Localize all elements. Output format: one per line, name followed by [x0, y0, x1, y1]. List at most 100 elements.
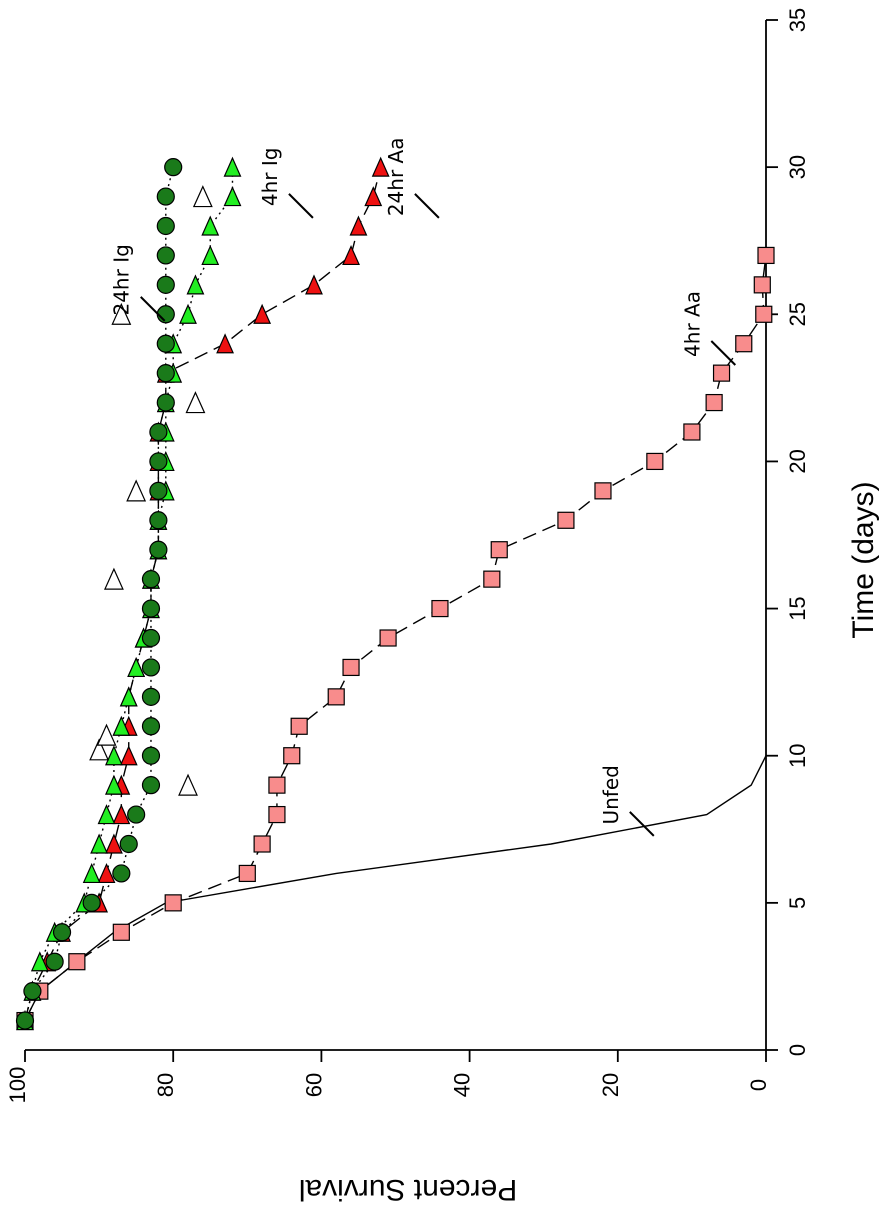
series-markers — [15, 156, 775, 1031]
y-tick-label: 80 — [153, 1073, 178, 1097]
point-4hr-ig — [201, 215, 220, 236]
point-24hr-aa — [119, 745, 138, 766]
point-4hr-ig — [104, 774, 123, 795]
y-tick-label: 0 — [746, 1079, 771, 1091]
point-open-triangles — [192, 185, 213, 208]
point-4hr-ig — [97, 804, 116, 825]
annotation-unfed: Unfed — [599, 765, 623, 824]
annotation-leader-24hr-ig — [140, 296, 166, 322]
point-24hr-ig — [149, 511, 168, 530]
point-4hr-ig — [179, 303, 197, 324]
x-tick-label: 15 — [785, 596, 810, 620]
point-4hr-aa — [164, 894, 182, 912]
point-24hr-ig — [141, 746, 161, 765]
point-4hr-ig — [82, 862, 101, 884]
point-24hr-ig — [45, 952, 64, 971]
x-tick-label: 10 — [785, 743, 810, 767]
point-24hr-ig — [149, 481, 168, 500]
x-tick-label: 35 — [785, 8, 810, 32]
point-4hr-ig — [201, 244, 220, 266]
point-24hr-ig — [156, 364, 175, 383]
point-4hr-aa — [490, 541, 508, 559]
point-24hr-aa — [342, 244, 360, 266]
annotation-leader-4hr-ig — [288, 193, 314, 219]
annotation-leader-4hr-aa — [710, 340, 737, 366]
point-4hr-aa — [683, 423, 701, 441]
series-lines — [24, 166, 767, 1021]
point-open-triangles — [96, 723, 117, 746]
point-24hr-ig — [156, 334, 175, 353]
point-24hr-ig — [141, 658, 161, 677]
point-4hr-aa — [705, 393, 723, 412]
point-4hr-aa — [342, 658, 360, 677]
point-24hr-ig — [156, 305, 175, 324]
point-4hr-aa — [483, 570, 501, 588]
point-4hr-aa — [283, 747, 301, 765]
point-4hr-aa — [290, 717, 308, 735]
point-4hr-aa — [594, 482, 612, 500]
point-24hr-ig — [141, 599, 161, 618]
series-line-24hr-aa — [24, 166, 382, 1021]
y-tick-label: 40 — [450, 1073, 475, 1097]
point-4hr-aa — [755, 305, 773, 323]
point-4hr-ig — [30, 951, 49, 972]
point-24hr-aa — [253, 303, 272, 324]
point-24hr-ig — [15, 1011, 35, 1030]
point-open-triangles — [178, 773, 198, 796]
point-24hr-ig — [156, 216, 175, 236]
point-open-triangles — [111, 302, 132, 325]
point-24hr-ig — [156, 187, 175, 206]
series-line-unfed — [24, 755, 767, 1021]
point-24hr-aa — [97, 862, 116, 884]
point-4hr-aa — [68, 953, 86, 971]
point-4hr-aa — [753, 276, 771, 294]
point-open-triangles — [103, 567, 124, 590]
point-4hr-ig — [119, 686, 138, 707]
point-4hr-aa — [712, 364, 731, 382]
x-tick-label: 5 — [785, 897, 810, 909]
point-24hr-ig — [119, 834, 138, 854]
point-24hr-aa — [305, 274, 323, 295]
point-open-triangles — [185, 391, 206, 414]
point-4hr-aa — [253, 835, 271, 853]
point-24hr-ig — [141, 687, 161, 706]
axes — [25, 20, 767, 1051]
point-24hr-aa — [216, 333, 234, 354]
x-tick-label: 30 — [785, 155, 810, 179]
point-4hr-aa — [112, 923, 130, 941]
point-4hr-aa — [735, 335, 753, 353]
annotations: Unfed 4hr Aa 24hr Aa 4hr Ig 24hr Ig — [110, 138, 737, 837]
point-4hr-aa — [431, 599, 449, 618]
point-4hr-aa — [379, 629, 397, 647]
point-open-triangles — [126, 479, 147, 502]
y-tick-label: 60 — [301, 1073, 326, 1097]
point-24hr-ig — [23, 982, 42, 1001]
annotation-4hr-ig: 4hr Ig — [258, 148, 282, 207]
point-4hr-aa — [646, 452, 664, 471]
point-24hr-ig — [156, 275, 175, 294]
point-24hr-aa — [349, 215, 368, 236]
point-24hr-ig — [141, 628, 161, 648]
point-24hr-ig — [127, 805, 146, 824]
point-4hr-aa — [238, 864, 256, 883]
point-24hr-ig — [82, 893, 101, 912]
point-4hr-ig — [223, 156, 242, 177]
y-axis-title: Percent Survival — [299, 1173, 517, 1206]
point-24hr-ig — [156, 393, 175, 412]
point-4hr-aa — [757, 246, 775, 265]
point-24hr-ig — [149, 540, 168, 559]
point-4hr-aa — [268, 805, 286, 824]
point-24hr-ig — [156, 246, 175, 265]
point-4hr-ig — [90, 833, 109, 854]
point-open-triangles — [89, 738, 110, 761]
ticks: 0 5 10 15 20 25 30 35 0 20 40 60 80 100 — [5, 8, 810, 1104]
point-24hr-aa — [104, 833, 123, 854]
x-tick-label: 25 — [785, 302, 810, 326]
point-4hr-aa — [268, 776, 286, 794]
x-axis-title: Time (days) — [847, 481, 880, 638]
point-24hr-ig — [141, 717, 161, 736]
point-4hr-aa — [327, 688, 345, 706]
annotation-24hr-aa: 24hr Aa — [384, 138, 408, 217]
y-tick-label: 100 — [5, 1067, 30, 1104]
point-4hr-ig — [127, 656, 146, 678]
